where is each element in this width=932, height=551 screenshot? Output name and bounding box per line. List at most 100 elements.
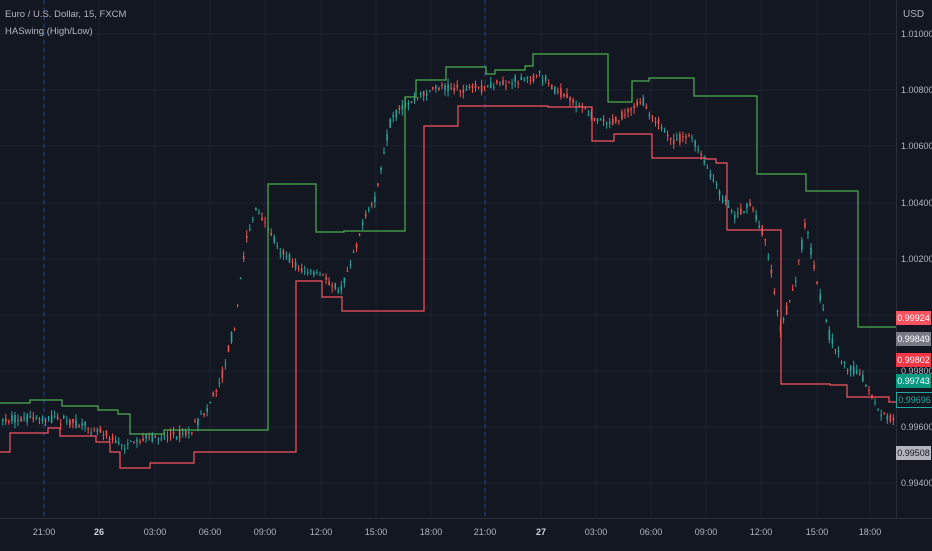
candle-body [849, 365, 852, 371]
candle-body [791, 288, 794, 290]
time-label: 18:00 [858, 527, 882, 537]
price-label: 0.99600 [901, 422, 932, 432]
candle-body [804, 223, 806, 228]
candle-body [368, 208, 370, 211]
candle-body [90, 432, 93, 434]
candle-body [679, 134, 681, 143]
candle-body [819, 294, 821, 301]
time-label: 15:00 [805, 527, 829, 537]
symbol-title[interactable]: Euro / U.S. Dollar, 15, FXCM [5, 9, 127, 20]
candle-body [709, 173, 712, 178]
candle-body [279, 252, 282, 254]
candle-body [224, 363, 227, 365]
time-label-day: 27 [535, 527, 547, 537]
candle-body [517, 82, 520, 84]
candle-body [441, 84, 443, 87]
candle-body [511, 83, 513, 85]
candle-body [642, 97, 645, 106]
price-chart[interactable] [0, 0, 896, 518]
candle-body [114, 440, 117, 444]
candle-body [508, 82, 510, 84]
candle-body [72, 418, 74, 423]
candle-body [532, 75, 535, 82]
candle-body [788, 300, 791, 302]
candlestick-series [2, 70, 895, 455]
candle-body [422, 90, 425, 96]
candle-body [395, 109, 398, 118]
candle-body [770, 269, 773, 274]
candle-body [846, 370, 849, 372]
candle-body [41, 419, 44, 421]
candle-body [828, 329, 831, 340]
candle-body [773, 291, 776, 294]
candle-body [801, 239, 803, 250]
candle-body [136, 439, 138, 442]
candle-body [8, 420, 10, 423]
candle-body [166, 436, 169, 438]
candle-body [795, 280, 797, 282]
candle-body [188, 431, 190, 434]
candle-body [618, 120, 620, 122]
candle-body [877, 409, 879, 411]
candle-body [660, 126, 663, 129]
candle-body [499, 82, 501, 84]
chart-grid [0, 0, 896, 518]
price-label: 0.99800 [901, 366, 932, 376]
candle-body [584, 108, 587, 110]
candle-body [782, 318, 785, 320]
candle-body [93, 429, 96, 431]
candle-body [355, 244, 358, 248]
candle-body [139, 441, 141, 443]
candle-body [673, 139, 675, 144]
candle-body [252, 219, 254, 221]
candle-body [291, 261, 294, 263]
candle-body [297, 268, 300, 270]
candle-body [776, 311, 779, 313]
candle-body [486, 85, 489, 87]
candle-body [163, 435, 166, 437]
candle-body [712, 180, 715, 182]
candle-body [401, 105, 404, 110]
candle-body [11, 415, 13, 422]
price-label: 1.00200 [901, 254, 932, 264]
candle-body [169, 434, 172, 436]
candle-body [447, 84, 449, 92]
candle-body [624, 114, 626, 116]
candle-body [685, 136, 687, 139]
candle-body [840, 362, 843, 364]
candle-body [236, 305, 239, 307]
candle-body [300, 268, 303, 272]
price-tag-gray: 0.99508 [896, 446, 931, 460]
candle-body [798, 259, 800, 261]
candle-body [758, 225, 760, 228]
candle-body [432, 87, 434, 90]
candle-body [721, 200, 724, 202]
candle-body [593, 117, 596, 121]
candle-body [294, 261, 297, 269]
candle-body [605, 123, 608, 125]
candle-body [26, 414, 28, 423]
time-axis[interactable] [0, 518, 932, 551]
time-label-day: 26 [93, 527, 105, 537]
candle-body [587, 114, 590, 116]
time-label: 12:00 [749, 527, 773, 537]
candle-body [825, 319, 828, 322]
candle-body [130, 441, 132, 443]
candle-body [852, 366, 855, 374]
candle-body [837, 351, 840, 353]
candle-body [462, 90, 465, 93]
candle-body [310, 270, 312, 272]
candle-body [249, 229, 251, 231]
candle-body [35, 417, 38, 419]
candle-body [865, 385, 867, 387]
candle-body [127, 443, 129, 445]
candle-body [346, 270, 349, 272]
price-axis[interactable] [896, 0, 932, 518]
candle-body [429, 90, 431, 92]
indicator-title[interactable]: HASwing (High/Low) [5, 26, 93, 37]
candle-body [358, 234, 361, 236]
candle-body [151, 434, 154, 442]
candle-body [343, 277, 346, 283]
candle-body [96, 429, 99, 432]
candle-body [56, 416, 59, 420]
